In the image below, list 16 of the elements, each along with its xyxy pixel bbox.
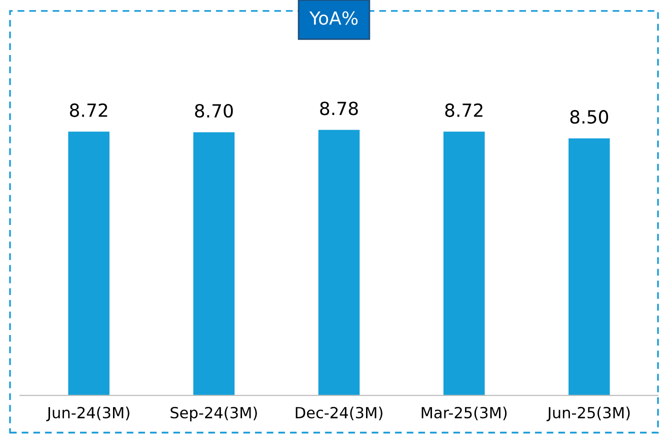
bar xyxy=(68,132,110,396)
x-tick-label: Jun-25(3M) xyxy=(546,406,630,422)
data-label: 8.78 xyxy=(320,102,358,116)
bar xyxy=(193,132,235,396)
bar xyxy=(443,132,485,396)
data-label: 8.72 xyxy=(445,103,482,118)
x-tick-label: Jun-24(3M) xyxy=(46,406,130,422)
x-tick-label: Dec-24(3M) xyxy=(296,406,382,420)
bar xyxy=(568,138,610,396)
data-label: 8.70 xyxy=(195,104,233,118)
x-tick-label: Sep-24(3M) xyxy=(170,406,257,422)
chart-title: YoA% xyxy=(309,11,358,25)
data-label: 8.50 xyxy=(570,110,608,124)
bar xyxy=(318,130,360,396)
data-label: 8.72 xyxy=(70,103,108,118)
x-tick-label: Mar-25(3M) xyxy=(422,406,507,420)
